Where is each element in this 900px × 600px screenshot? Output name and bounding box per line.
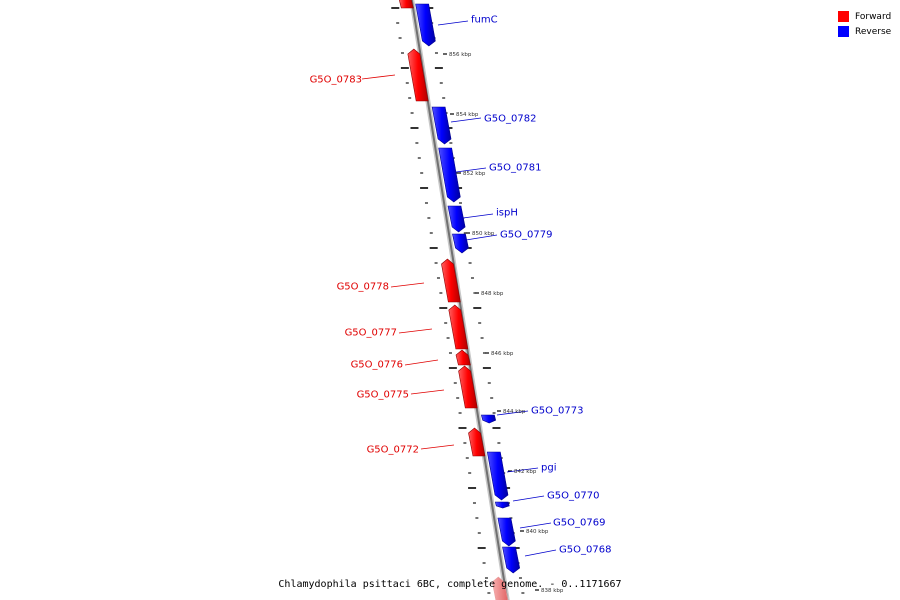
gene-label[interactable]: pgi	[541, 463, 556, 474]
gene-label-leader	[404, 359, 439, 366]
scale-label: 854 kbp	[456, 112, 479, 118]
gene-label[interactable]: G5O_0781	[489, 163, 541, 174]
gene-label[interactable]: ispH	[496, 208, 518, 219]
fumc-gene[interactable]	[415, 3, 436, 47]
genes	[399, 0, 521, 600]
gene-label-leader	[512, 495, 545, 502]
gene-label-leader	[455, 167, 487, 173]
g5o-0768-gene[interactable]	[502, 546, 521, 574]
gene-label[interactable]: G5O_0782	[484, 114, 536, 125]
g5o-0777-gene[interactable]	[448, 304, 469, 350]
gene-fragment-gene[interactable]	[491, 576, 509, 600]
scale-label: 856 kbp	[449, 52, 472, 58]
gene-label[interactable]: G5O_0777	[345, 328, 397, 339]
gene-label[interactable]: G5O_0773	[531, 406, 583, 417]
forward-swatch	[838, 11, 849, 22]
g5o-0778-gene[interactable]	[441, 258, 461, 303]
legend-forward-label: Forward	[855, 11, 892, 22]
scale-label: 842 kbp	[514, 469, 537, 475]
gene-label[interactable]: G5O_0768	[559, 545, 611, 556]
map-caption: Chlamydophila psittaci 6BC, complete gen…	[0, 579, 900, 590]
g5o-0770-gene[interactable]	[494, 501, 510, 509]
gene-label[interactable]: G5O_0778	[337, 282, 389, 293]
gene-label-leader	[398, 328, 433, 334]
gene-label-leader	[462, 213, 494, 219]
scale-label: 848 kbp	[481, 291, 504, 297]
g5o-0783-gene[interactable]	[407, 48, 429, 102]
gene-label-leader	[519, 522, 552, 529]
gene-label[interactable]: fumC	[471, 15, 498, 26]
scale-label: 844 kbp	[503, 409, 526, 415]
gene-label-leader	[437, 20, 469, 26]
g5o-0772-gene[interactable]	[468, 427, 486, 457]
scale-label: 852 kbp	[463, 171, 486, 177]
g5o-0779-gene[interactable]	[452, 233, 469, 254]
legend: Forward Reverse	[838, 9, 891, 39]
g5o-0781-gene[interactable]	[438, 147, 461, 203]
gene-label[interactable]: G5O_0770	[547, 491, 599, 502]
legend-reverse-label: Reverse	[855, 26, 892, 37]
gene-label-leader	[465, 234, 498, 241]
gene-labels: fumC G5O_0783 G5O_0782 G5O_0781 ispH G5O_0779…	[310, 15, 612, 595]
tick-marks	[391, 7, 539, 594]
gene-label-leader	[410, 389, 445, 395]
gene-label-leader	[450, 117, 482, 123]
g5o-0775-gene[interactable]	[458, 365, 478, 409]
gene-label-leader	[361, 74, 396, 80]
caption-text: Chlamydophila psittaci 6BC, complete gen…	[278, 579, 622, 590]
scale-label: 840 kbp	[526, 529, 549, 535]
g5o-0776-gene[interactable]	[455, 349, 471, 366]
isph-gene[interactable]	[447, 205, 466, 233]
gene-label[interactable]: G5O_0783	[310, 75, 362, 86]
reverse-swatch	[838, 26, 849, 37]
gene-label-leader	[496, 410, 529, 416]
legend-forward: Forward	[838, 9, 891, 24]
scale-label: 850 kbp	[472, 231, 495, 237]
gene-label-leader	[524, 549, 557, 557]
gene-label[interactable]: G5O_0779	[500, 230, 552, 241]
g5o-0782-gene[interactable]	[431, 106, 452, 145]
scale-label: 838 kbp	[541, 588, 564, 594]
gene-label[interactable]: G5O_0772	[367, 445, 419, 456]
g5o-0773-gene[interactable]	[481, 414, 497, 424]
g5o-0769-gene[interactable]	[497, 517, 516, 547]
legend-reverse: Reverse	[838, 24, 891, 39]
gene-label-leader	[420, 444, 455, 450]
gene-label[interactable]: G5O_0769	[553, 518, 605, 529]
gene-label-leader	[390, 282, 425, 288]
gene-fragment-gene[interactable]	[399, 0, 414, 9]
gene-label[interactable]: G5O_0775	[357, 390, 409, 401]
scale-label: 846 kbp	[491, 351, 514, 357]
gene-label[interactable]: G5O_0776	[351, 360, 403, 371]
gene-label-leader	[506, 467, 539, 473]
pgi-gene[interactable]	[486, 451, 509, 501]
